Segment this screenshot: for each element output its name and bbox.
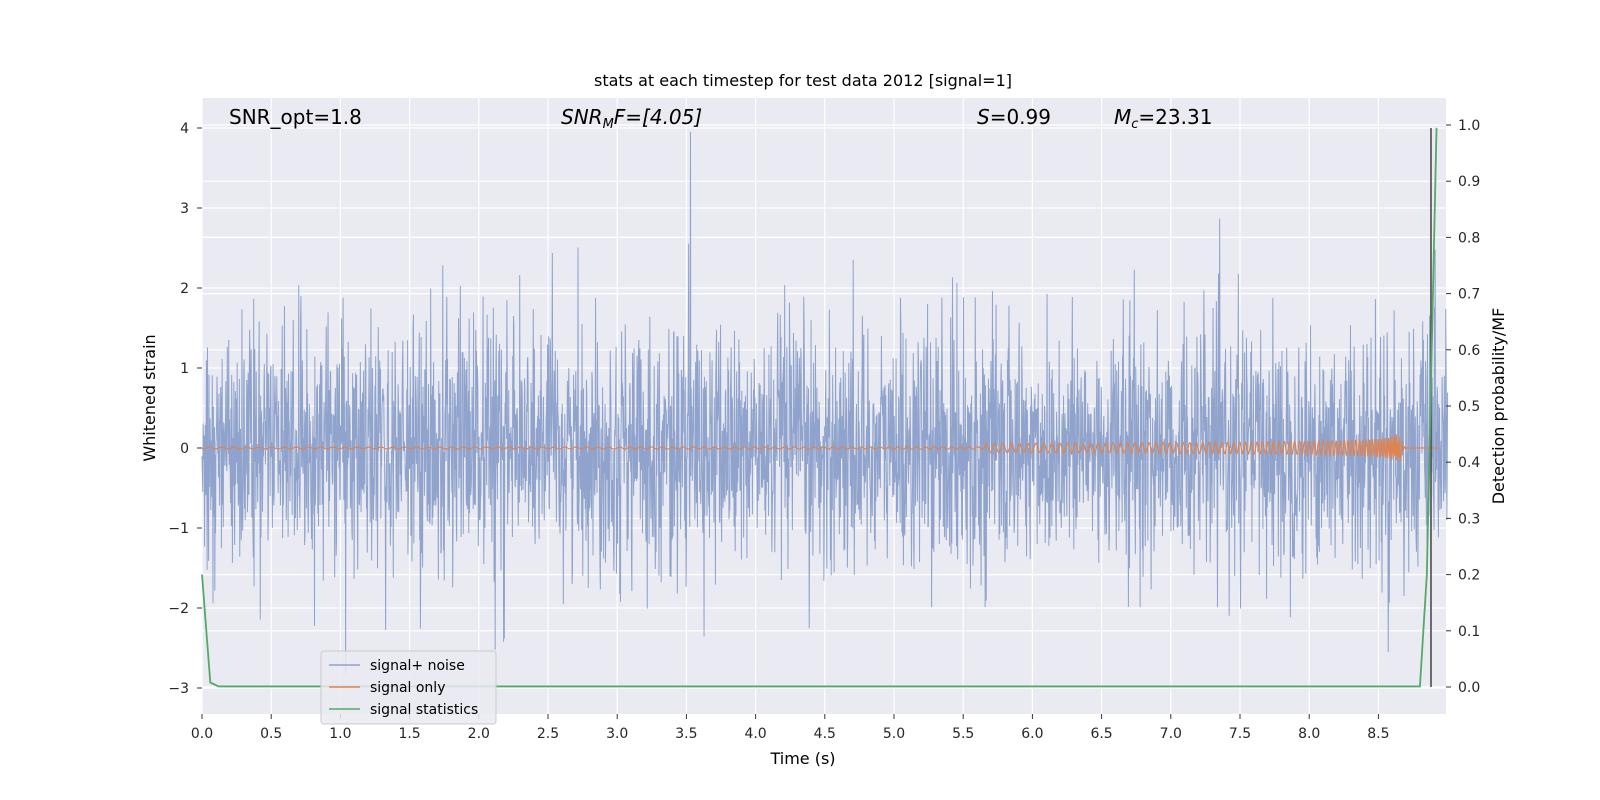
legend: signal+ noise signal only signal statist… [320, 650, 497, 725]
x-tick-label: 7.0 [1160, 726, 1182, 742]
y-right-tick-label: 0.0 [1458, 680, 1480, 696]
y-right-tick-label: 0.2 [1458, 568, 1480, 584]
x-tick-label: 4.5 [814, 726, 836, 742]
y-tick-label: −1 [168, 521, 189, 537]
annotation-mc: Mc=23.31 [1114, 105, 1212, 132]
x-tick-label: 4.0 [744, 726, 766, 742]
y-right-tick-label: 0.6 [1458, 343, 1480, 359]
y-right-tick-label: 1.0 [1458, 118, 1480, 134]
x-tick-label: 6.5 [1090, 726, 1112, 742]
x-tick-label: 6.0 [1021, 726, 1043, 742]
x-tick-label: 2.0 [468, 726, 490, 742]
annotation-snr-mf: SNRMF=[4.05] [561, 105, 702, 132]
series-signal-statistics [201, 127, 1438, 688]
x-axis-ticks: 0.0 0.5 1.0 1.5 2.0 2.5 3.0 3.5 4.0 4.5 5.0 5.5 6.0 6… [191, 714, 1390, 742]
x-tick-label: 0.0 [191, 726, 213, 742]
series-signal-only [201, 434, 1438, 462]
legend-label-stats: signal statistics [370, 702, 478, 718]
y-axis-right-label: Detection probability/MF [1489, 308, 1508, 505]
x-axis-label: Time (s) [769, 749, 835, 768]
y-axis-right-ticks: 1.0 0.9 0.8 0.7 0.6 0.5 0.4 0.3 0.2 0.1 0.0 [1446, 118, 1480, 696]
y-right-tick-label: 0.7 [1458, 287, 1480, 303]
x-tick-label: 2.5 [537, 726, 559, 742]
x-tick-label: 7.5 [1229, 726, 1251, 742]
x-tick-label: 1.0 [329, 726, 351, 742]
y-right-tick-label: 0.3 [1458, 511, 1480, 527]
y-axis-left-label: Whitened strain [140, 334, 159, 461]
y-right-tick-label: 0.1 [1458, 624, 1480, 640]
y-tick-label: 3 [180, 201, 189, 217]
y-tick-label: 2 [180, 281, 189, 297]
x-tick-label: 3.5 [675, 726, 697, 742]
x-tick-label: 3.0 [606, 726, 628, 742]
annotation-snr-opt: SNR_opt=1.8 [229, 105, 362, 129]
chart-title: stats at each timestep for test data 201… [594, 71, 1012, 90]
legend-label-signal: signal only [370, 680, 445, 696]
y-tick-label: −2 [168, 601, 189, 617]
x-tick-label: 5.0 [883, 726, 905, 742]
y-tick-label: −3 [168, 681, 189, 697]
y-right-tick-label: 0.4 [1458, 455, 1480, 471]
x-tick-label: 8.5 [1367, 726, 1389, 742]
y-right-tick-label: 0.8 [1458, 230, 1480, 246]
y-right-tick-label: 0.5 [1458, 399, 1480, 415]
x-tick-label: 5.5 [952, 726, 974, 742]
series-signal-plus-noise [201, 131, 1449, 675]
x-tick-label: 0.5 [260, 726, 282, 742]
y-tick-label: 4 [180, 121, 189, 137]
y-axis-left-ticks: 4 3 2 1 0 −1 −2 −3 [168, 121, 202, 697]
annotation-s: S=0.99 [977, 105, 1051, 129]
y-tick-label: 1 [180, 361, 189, 377]
legend-box [320, 650, 497, 725]
x-tick-label: 1.5 [398, 726, 420, 742]
legend-label-noise: signal+ noise [370, 658, 465, 674]
y-right-tick-label: 0.9 [1458, 174, 1480, 190]
x-tick-label: 8.0 [1298, 726, 1320, 742]
y-tick-label: 0 [180, 441, 189, 457]
